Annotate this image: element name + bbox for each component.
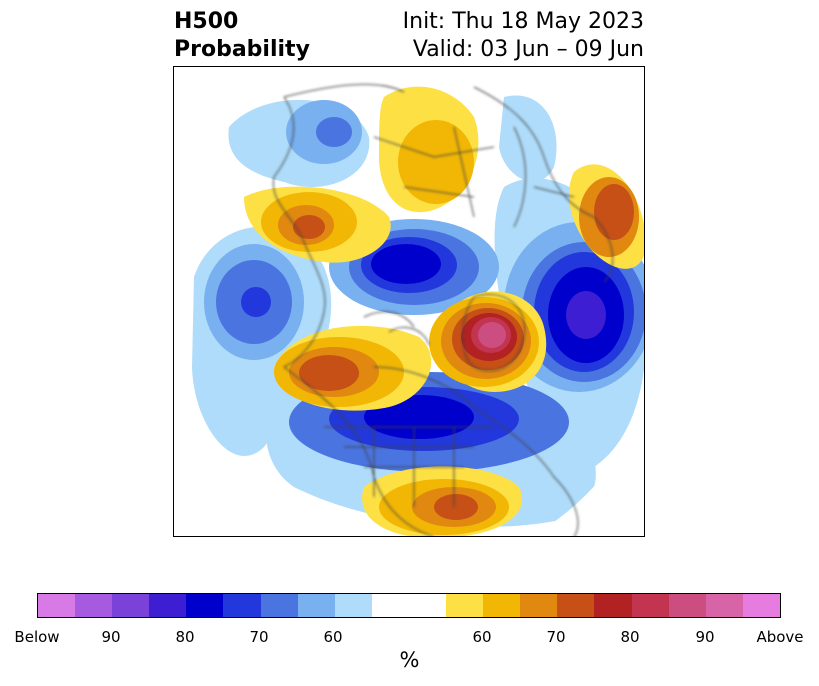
map-dates: Init: Thu 18 May 2023 Valid: 03 Jun – 09… — [403, 8, 644, 64]
low-east-5 — [566, 291, 606, 339]
init-date: Init: Thu 18 May 2023 — [402, 9, 644, 34]
tick-below-70: 70 — [249, 628, 269, 646]
coast-europe — [473, 86, 614, 283]
tick-below-90: 90 — [101, 628, 121, 646]
colorbar-above-segment-6 — [668, 594, 706, 617]
colorbar-below-segment-7 — [297, 594, 335, 617]
colorbar — [37, 593, 781, 618]
colorbar-below-segment-0 — [38, 594, 76, 617]
colorbar-below-segment-4 — [186, 594, 224, 617]
tick-above-70: 70 — [546, 628, 566, 646]
tick-above-80: 80 — [620, 628, 640, 646]
below-region-northeast — [499, 95, 557, 182]
title-line-2: Probability — [174, 37, 310, 62]
high-west-4 — [293, 215, 325, 239]
tick-below: Below — [14, 628, 60, 646]
colorbar-neutral-segment — [371, 594, 447, 617]
colorbar-above-segment-1 — [483, 594, 521, 617]
probability-map — [173, 66, 645, 537]
colorbar-below-segment-8 — [334, 594, 372, 617]
coast-greenland — [462, 293, 526, 372]
borders-eurasia — [373, 126, 575, 218]
tick-above-60: 60 — [472, 628, 492, 646]
colorbar-above-segment-3 — [557, 594, 595, 617]
colorbar-below-segment-2 — [112, 594, 150, 617]
high-midwest-4 — [299, 355, 359, 391]
tick-above-90: 90 — [695, 628, 715, 646]
tick-below-60: 60 — [323, 628, 343, 646]
colorbar-below-segment-1 — [75, 594, 113, 617]
colorbar-label: % — [399, 648, 420, 672]
low-west-3 — [241, 287, 271, 317]
valid-dates: Valid: 03 Jun – 09 Jun — [412, 37, 644, 62]
colorbar-above-segment-5 — [631, 594, 669, 617]
high-north-2 — [398, 120, 474, 204]
tick-above: Above — [756, 628, 804, 646]
colorbar-below-segment-3 — [149, 594, 187, 617]
colorbar-above-segment-8 — [742, 594, 780, 617]
colorbar-above-segment-4 — [594, 594, 632, 617]
coast-north-america — [283, 366, 579, 536]
map-title: H500 Probability — [174, 8, 310, 64]
colorbar-below-segment-5 — [223, 594, 261, 617]
high-northeast-3 — [594, 184, 634, 240]
colorbar-above-segment-0 — [446, 594, 484, 617]
tick-below-80: 80 — [175, 628, 195, 646]
colorbar-below-segment-6 — [260, 594, 298, 617]
high-greenland-7 — [478, 322, 506, 348]
map-canvas — [192, 83, 644, 536]
colorbar-above-segment-2 — [520, 594, 558, 617]
low-center-4 — [371, 244, 441, 284]
coastlines — [272, 83, 614, 536]
coast-asia — [272, 83, 405, 368]
low-north-2 — [316, 117, 352, 147]
colorbar-above-segment-7 — [705, 594, 743, 617]
title-line-1: H500 — [174, 9, 239, 34]
high-south-4 — [434, 494, 478, 520]
coast-arctic-islands — [363, 311, 430, 346]
probability-shading — [192, 86, 644, 536]
borders-usa — [324, 426, 494, 507]
